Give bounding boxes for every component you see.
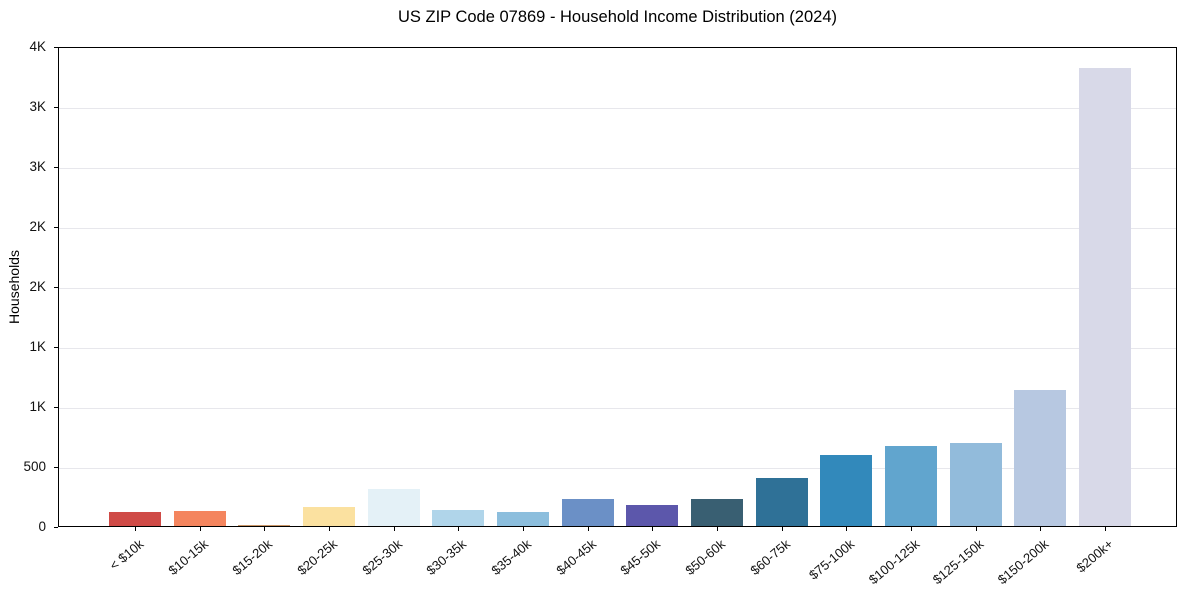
x-tick-label: $15-20k bbox=[229, 536, 276, 578]
bar bbox=[367, 489, 420, 526]
gridlines-layer bbox=[59, 48, 1176, 526]
bar bbox=[561, 498, 614, 526]
bar bbox=[755, 478, 808, 526]
x-tick-mark bbox=[717, 527, 719, 531]
x-tick-label: < $10k bbox=[106, 536, 146, 574]
x-tick-mark bbox=[652, 527, 654, 531]
y-tick-mark bbox=[54, 407, 58, 408]
x-tick-label: $150-200k bbox=[994, 536, 1052, 588]
x-tick-mark bbox=[975, 527, 977, 531]
y-tick-label: 3K bbox=[29, 99, 46, 114]
y-tick-mark bbox=[54, 107, 58, 108]
bar bbox=[173, 510, 226, 526]
bar bbox=[820, 454, 873, 526]
x-tick-mark bbox=[393, 527, 395, 531]
gridline bbox=[59, 288, 1176, 289]
y-tick-label: 4K bbox=[29, 39, 46, 54]
x-tick-label: $20-25k bbox=[294, 536, 341, 578]
x-tick-label: $30-35k bbox=[423, 536, 470, 578]
bar bbox=[1079, 67, 1132, 526]
y-tick-mark bbox=[54, 527, 58, 528]
x-tick-mark bbox=[1040, 527, 1042, 531]
bar bbox=[885, 446, 938, 526]
x-tick-mark bbox=[199, 527, 201, 531]
gridline bbox=[59, 348, 1176, 349]
x-tick-label: $45-50k bbox=[617, 536, 664, 578]
gridline bbox=[59, 408, 1176, 409]
x-tick-label: $75-100k bbox=[806, 536, 858, 583]
x-tick-mark bbox=[329, 527, 330, 531]
bar bbox=[109, 511, 161, 526]
x-tick-mark bbox=[1105, 527, 1107, 531]
y-tick-label: 0 bbox=[38, 519, 46, 534]
x-tick-mark bbox=[264, 527, 266, 531]
x-tick-label: $40-45k bbox=[553, 536, 599, 578]
y-tick-label: 1K bbox=[29, 339, 46, 354]
x-tick-label: $200k+ bbox=[1073, 536, 1117, 576]
y-tick-label: 1K bbox=[29, 399, 46, 414]
gridline bbox=[59, 228, 1176, 229]
gridline bbox=[59, 168, 1176, 169]
x-tick-mark bbox=[458, 527, 460, 531]
x-tick-label: $10-15k bbox=[165, 536, 211, 578]
x-tick-label: $25-30k bbox=[359, 536, 405, 578]
y-tick-label: 2K bbox=[29, 219, 46, 234]
x-tick-label: $60-75k bbox=[747, 536, 793, 578]
y-tick-label: 3K bbox=[29, 159, 46, 174]
y-tick-mark bbox=[54, 347, 58, 348]
bar bbox=[303, 507, 355, 526]
x-tick-mark bbox=[135, 527, 136, 531]
y-tick-mark bbox=[54, 227, 58, 228]
y-tick-label: 2K bbox=[29, 279, 46, 294]
gridline bbox=[59, 468, 1176, 469]
bars-layer bbox=[59, 48, 1176, 526]
x-tick-mark bbox=[911, 527, 913, 531]
plot-area bbox=[58, 47, 1177, 527]
chart-title: US ZIP Code 07869 - Household Income Dis… bbox=[397, 8, 837, 26]
gridline bbox=[59, 108, 1176, 109]
bar bbox=[949, 443, 1002, 526]
x-tick-label: $35-40k bbox=[488, 536, 535, 578]
bar bbox=[691, 499, 744, 526]
y-tick-label: 500 bbox=[23, 459, 46, 474]
bar bbox=[238, 524, 291, 526]
x-tick-mark bbox=[523, 527, 525, 531]
y-tick-mark bbox=[54, 167, 58, 168]
x-tick-mark bbox=[846, 527, 848, 531]
y-tick-mark bbox=[54, 467, 58, 468]
bar bbox=[1014, 390, 1067, 526]
bar bbox=[626, 504, 679, 526]
x-tick-mark bbox=[781, 527, 783, 531]
bar bbox=[432, 509, 485, 526]
x-tick-label: $50-60k bbox=[682, 536, 729, 578]
bar bbox=[497, 511, 550, 526]
y-tick-mark bbox=[54, 287, 58, 288]
x-tick-label: $125-150k bbox=[930, 536, 987, 588]
x-tick-mark bbox=[587, 527, 589, 531]
x-tick-label: $100-125k bbox=[865, 536, 923, 588]
y-tick-mark bbox=[54, 47, 58, 48]
